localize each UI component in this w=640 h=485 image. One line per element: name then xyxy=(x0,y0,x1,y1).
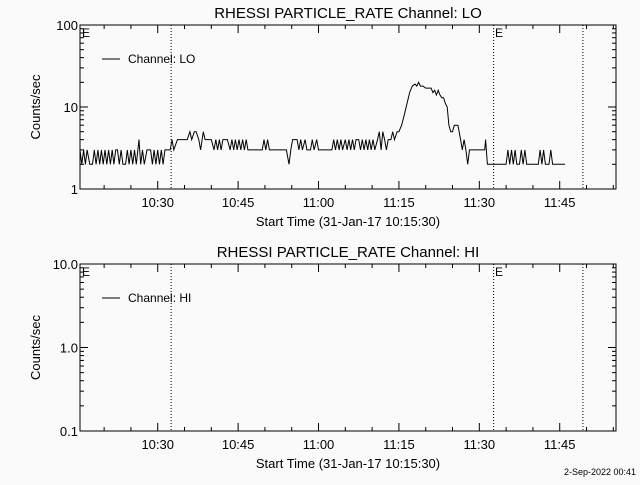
e-label: E xyxy=(495,265,503,279)
x-tick-label: 11:00 xyxy=(303,195,335,210)
x-axis-label: Start Time (31-Jan-17 10:15:30) xyxy=(256,456,440,471)
x-tick-label: 10:45 xyxy=(222,195,255,210)
x-tick-label: 10:30 xyxy=(141,195,174,210)
x-axis-label: Start Time (31-Jan-17 10:15:30) xyxy=(256,214,440,229)
legend-label: Channel: HI xyxy=(128,291,191,305)
x-tick-label: 11:30 xyxy=(464,195,496,210)
y-tick-label: 1 xyxy=(71,182,78,197)
y-tick-label: 100 xyxy=(56,18,78,33)
x-tick-label: 11:45 xyxy=(544,437,576,452)
y-tick-label: 1.0 xyxy=(60,341,78,356)
x-tick-label: 11:00 xyxy=(303,437,335,452)
chart-1: RHESSI PARTICLE_RATE Channel: HI 10:30 10:… xyxy=(28,244,616,471)
plot-frame xyxy=(80,264,616,431)
e-label: E xyxy=(82,265,90,279)
e-label: E xyxy=(82,26,90,40)
x-tick-label: 11:30 xyxy=(464,437,496,452)
chart-0: RHESSI PARTICLE_RATE Channel: LO 10:30 10:… xyxy=(28,5,616,229)
x-tick-label: 10:30 xyxy=(141,437,174,452)
y-tick-label: 0.1 xyxy=(60,424,78,439)
y-tick-label: 10.0 xyxy=(53,257,78,272)
legend-label: Channel: LO xyxy=(128,52,195,66)
chart-title: RHESSI PARTICLE_RATE Channel: HI xyxy=(217,244,480,261)
footer-timestamp: 2-Sep-2022 00:41 xyxy=(564,467,636,477)
x-tick-label: 11:15 xyxy=(383,195,415,210)
e-label: E xyxy=(495,26,503,40)
x-tick-label: 11:45 xyxy=(544,195,576,210)
series-line xyxy=(80,82,565,164)
x-tick-label: 11:15 xyxy=(383,437,415,452)
chart-title: RHESSI PARTICLE_RATE Channel: LO xyxy=(214,5,482,22)
x-tick-label: 10:45 xyxy=(222,437,255,452)
y-axis-label: Counts/sec xyxy=(28,314,43,380)
y-axis-label: Counts/sec xyxy=(28,74,43,140)
y-tick-label: 10 xyxy=(64,100,78,115)
